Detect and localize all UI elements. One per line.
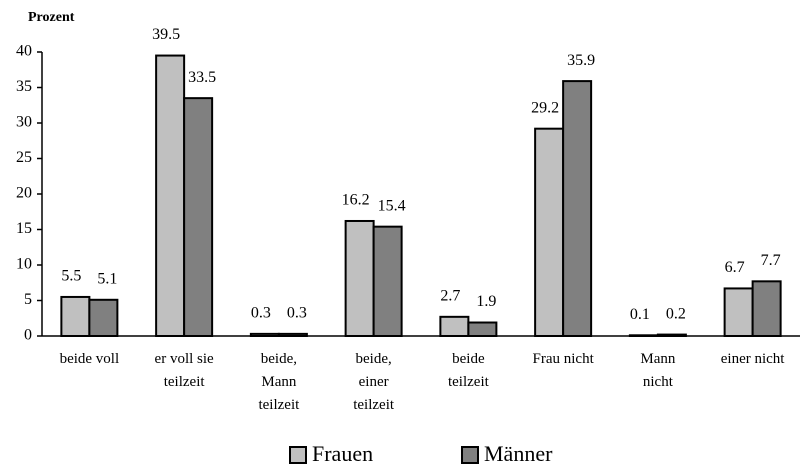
y-tick-label: 15 (16, 220, 32, 237)
legend-swatch (461, 446, 479, 464)
bar (467, 321, 498, 338)
data-label: 0.3 (287, 305, 307, 322)
x-tick-label: beide teilzeit (447, 351, 489, 390)
data-label: 7.7 (761, 252, 781, 269)
data-label: 16.2 (342, 192, 370, 209)
y-tick-label: 20 (16, 185, 32, 202)
y-tick-label: 5 (24, 291, 32, 308)
data-label: 0.2 (666, 305, 686, 322)
data-label: 0.3 (251, 305, 271, 322)
data-label: 35.9 (567, 52, 595, 69)
x-tick-label: beide voll (59, 351, 120, 367)
bar (344, 219, 375, 337)
bar (751, 280, 782, 337)
y-tick-label: 10 (16, 256, 32, 273)
bar (88, 298, 119, 338)
y-axis-label: Prozent (28, 10, 75, 25)
bar (249, 332, 280, 337)
data-label: 5.5 (61, 268, 81, 285)
bar (656, 333, 687, 337)
data-label: 6.7 (725, 259, 745, 276)
y-tick-label: 25 (16, 149, 32, 166)
x-tick-label: beide, einer teilzeit (353, 351, 395, 413)
x-tick-label: einer nicht (720, 351, 785, 367)
data-label: 5.1 (97, 270, 117, 287)
data-label: 39.5 (152, 26, 180, 43)
data-label: 0.1 (630, 306, 650, 323)
data-label: 15.4 (378, 197, 406, 214)
bar (723, 287, 754, 337)
bar (534, 127, 565, 337)
legend-swatch (289, 446, 307, 464)
x-tick-label: er voll sie teilzeit (154, 351, 214, 390)
x-tick-label: Frau nicht (532, 351, 594, 367)
data-label: 1.9 (476, 293, 496, 310)
x-tick-label: beide, Mann teilzeit (258, 351, 300, 413)
y-tick-label: 40 (16, 43, 32, 60)
bar (155, 54, 186, 338)
data-label: 2.7 (440, 288, 460, 305)
bar (60, 295, 91, 338)
bar (183, 97, 214, 338)
bar (372, 225, 403, 337)
bar (277, 332, 308, 337)
data-label: 29.2 (531, 99, 559, 116)
bar (439, 315, 470, 337)
y-tick-label: 30 (16, 114, 32, 131)
bar (628, 334, 659, 338)
bar (562, 80, 593, 337)
y-tick-label: 35 (16, 78, 32, 95)
y-tick-label: 0 (24, 327, 32, 344)
legend-label: Frauen (312, 441, 373, 466)
x-tick-label: Mann nicht (640, 351, 676, 390)
data-label: 33.5 (188, 69, 216, 86)
legend-label: Männer (484, 441, 553, 466)
